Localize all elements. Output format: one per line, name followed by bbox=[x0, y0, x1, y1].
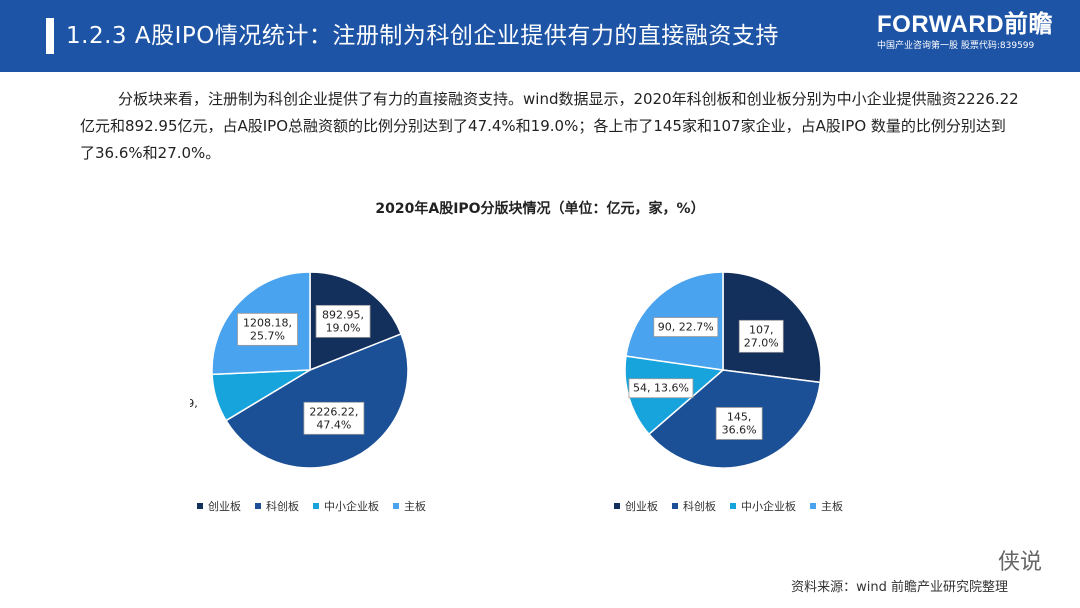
legend-item-中小企业板: 中小企业板 bbox=[313, 498, 379, 514]
data-label-创业板: 892.95,19.0% bbox=[315, 304, 371, 338]
svg-text:1208.18,: 1208.18, bbox=[243, 316, 292, 329]
legend-label: 科创板 bbox=[266, 500, 299, 513]
legend-label: 主板 bbox=[821, 500, 843, 513]
intro-paragraph: 分板块来看，注册制为科创企业提供了有力的直接融资支持。wind数据显示，2020… bbox=[80, 90, 1019, 162]
data-label-中小企业板: 372.29,7.9% bbox=[190, 397, 198, 423]
svg-text:90, 22.7%: 90, 22.7% bbox=[658, 321, 714, 334]
svg-text:25.7%: 25.7% bbox=[250, 329, 285, 342]
legend-item-主板: 主板 bbox=[393, 498, 426, 514]
legend-swatch bbox=[313, 503, 319, 509]
svg-text:36.6%: 36.6% bbox=[722, 423, 757, 436]
legend-label: 中小企业板 bbox=[741, 500, 796, 513]
svg-text:47.4%: 47.4% bbox=[316, 418, 351, 431]
svg-text:7.9%: 7.9% bbox=[190, 410, 191, 423]
brand-tagline: 中国产业咨询第一股 股票代码:839599 bbox=[877, 41, 1035, 51]
pie-chart-count: 107,27.0% 145,36.6% 54, 13.6% 90, 22.7% bbox=[624, 271, 822, 469]
data-label-科创板: 145,36.6% bbox=[715, 407, 763, 440]
legend-item-中小企业板: 中小企业板 bbox=[730, 498, 796, 514]
header-accent-bar bbox=[46, 18, 54, 54]
data-label-创业板: 107,27.0% bbox=[738, 319, 784, 353]
source-note: 资料来源：wind 前瞻产业研究院整理 bbox=[791, 580, 1008, 595]
svg-text:372.29,: 372.29, bbox=[190, 397, 198, 410]
legend-item-主板: 主板 bbox=[810, 498, 843, 514]
watermark-text: 侠说 bbox=[997, 550, 1042, 575]
data-label-主板: 1208.18,25.7% bbox=[237, 312, 298, 346]
legend-label: 主板 bbox=[404, 500, 426, 513]
page-title: 1.2.3 A股IPO情况统计：注册制为科创企业提供有力的直接融资支持 bbox=[66, 23, 779, 49]
svg-text:2226.22,: 2226.22, bbox=[309, 405, 358, 418]
legend-swatch bbox=[197, 503, 203, 509]
data-label-科创板: 2226.22,47.4% bbox=[303, 401, 365, 435]
data-label-中小企业板: 54, 13.6% bbox=[628, 378, 694, 399]
legend-swatch bbox=[614, 503, 620, 509]
data-label-主板: 90, 22.7% bbox=[653, 317, 719, 337]
legend-item-创业板: 创业板 bbox=[197, 498, 241, 514]
chart-title: 2020年A股IPO分版块情况（单位：亿元，家，%） bbox=[375, 201, 705, 217]
legend-swatch bbox=[730, 503, 736, 509]
legend-label: 创业板 bbox=[208, 500, 241, 513]
legend-financing: 创业板 科创板 中小企业板 主板 bbox=[197, 498, 426, 514]
pie-chart-financing: 892.95,19.0% 2226.22,47.4% 372.29,7.9% 1208… bbox=[190, 271, 409, 469]
svg-text:107,: 107, bbox=[749, 323, 774, 336]
svg-text:145,: 145, bbox=[727, 410, 752, 423]
svg-text:19.0%: 19.0% bbox=[326, 321, 361, 334]
svg-text:54, 13.6%: 54, 13.6% bbox=[633, 382, 689, 395]
legend-count: 创业板 科创板 中小企业板 主板 bbox=[614, 498, 843, 514]
legend-item-创业板: 创业板 bbox=[614, 498, 658, 514]
svg-text:27.0%: 27.0% bbox=[744, 336, 779, 349]
brand-name: FORWARD前瞻 bbox=[877, 11, 1054, 38]
legend-item-科创板: 科创板 bbox=[672, 498, 716, 514]
legend-swatch bbox=[672, 503, 678, 509]
header-banner: 1.2.3 A股IPO情况统计：注册制为科创企业提供有力的直接融资支持 FORW… bbox=[0, 0, 1080, 72]
legend-label: 科创板 bbox=[683, 500, 716, 513]
legend-label: 中小企业板 bbox=[324, 500, 379, 513]
svg-text:892.95,: 892.95, bbox=[322, 308, 364, 321]
legend-item-科创板: 科创板 bbox=[255, 498, 299, 514]
legend-swatch bbox=[255, 503, 261, 509]
legend-swatch bbox=[393, 503, 399, 509]
legend-label: 创业板 bbox=[625, 500, 658, 513]
brand-logo: FORWARD前瞻 中国产业咨询第一股 股票代码:839599 bbox=[877, 10, 1067, 52]
legend-swatch bbox=[810, 503, 816, 509]
